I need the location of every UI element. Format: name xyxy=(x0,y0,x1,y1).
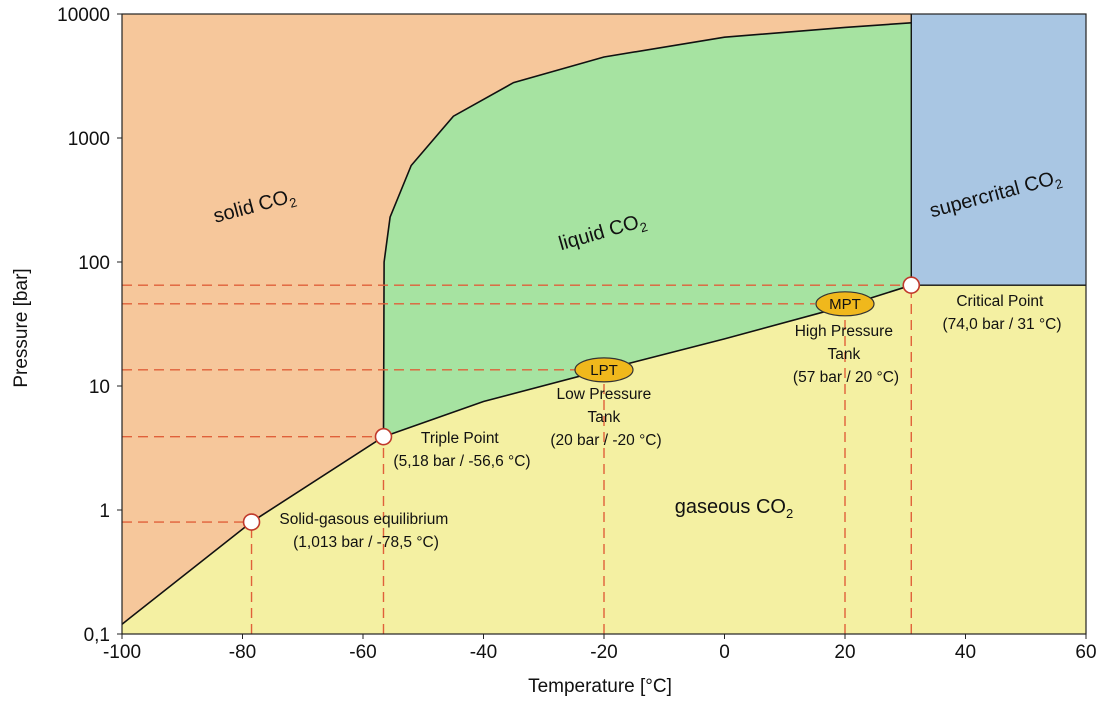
lpt-tank-marker xyxy=(574,357,634,383)
y-tick-label: 0,1 xyxy=(84,625,110,646)
y-tick-label: 1 xyxy=(99,501,110,522)
x-axis-ticks: -100 -80 -60 -40 -20 0 20 40 60 xyxy=(103,634,1097,663)
triple-point-label: Triple Point (5,18 bar / -56,6 °C) xyxy=(393,430,530,470)
critical-point-marker xyxy=(902,276,921,294)
x-tick-label: -40 xyxy=(470,642,497,663)
tank-markers: LPT MPT xyxy=(574,291,875,383)
liquid-region xyxy=(383,22,912,437)
x-tick-label: 60 xyxy=(1075,642,1096,663)
y-axis-ticks: 0,1 1 10 100 1000 10000 xyxy=(57,5,122,646)
x-tick-label: -100 xyxy=(103,642,141,663)
mpt-tank-marker xyxy=(815,291,875,317)
y-tick-label: 100 xyxy=(78,253,110,274)
triple-point-marker xyxy=(374,427,393,446)
reference-lines xyxy=(122,284,912,634)
supercritical-region xyxy=(911,14,1086,286)
x-tick-label: 40 xyxy=(955,642,976,663)
x-axis-title: Temperature [°C] xyxy=(528,676,672,697)
point-annotations: Triple Point (5,18 bar / -56,6 °C) Solid… xyxy=(279,293,1061,551)
y-axis-title: Pressure [bar] xyxy=(11,268,32,387)
melting-curve xyxy=(382,22,912,437)
y-tick-label: 10 xyxy=(89,377,110,398)
lpt-label: Low Pressure Tank (20 bar / -20 °C) xyxy=(550,386,661,449)
solid-gas-point-label: Solid-gasous equilibrium (1,013 bar / -7… xyxy=(279,511,452,551)
y-tick-label: 10000 xyxy=(57,5,110,26)
mpt-label: High Pressure Tank (57 bar / 20 °C) xyxy=(793,323,899,386)
lpt-tank-label: LPT xyxy=(590,362,618,379)
equilibrium-points xyxy=(242,276,921,531)
critical-point-label: Critical Point (74,0 bar / 31 °C) xyxy=(942,293,1061,333)
x-tick-label: -20 xyxy=(590,642,617,663)
phase-regions xyxy=(122,14,1086,634)
region-label-gas: gaseous CO2 xyxy=(675,496,793,521)
x-tick-label: 0 xyxy=(719,642,730,663)
mpt-tank-label: MPT xyxy=(829,296,861,313)
x-tick-label: -60 xyxy=(349,642,376,663)
y-tick-label: 1000 xyxy=(68,129,110,150)
solid-gas-point-marker xyxy=(242,513,261,531)
x-tick-label: 20 xyxy=(834,642,855,663)
x-tick-label: -80 xyxy=(229,642,256,663)
